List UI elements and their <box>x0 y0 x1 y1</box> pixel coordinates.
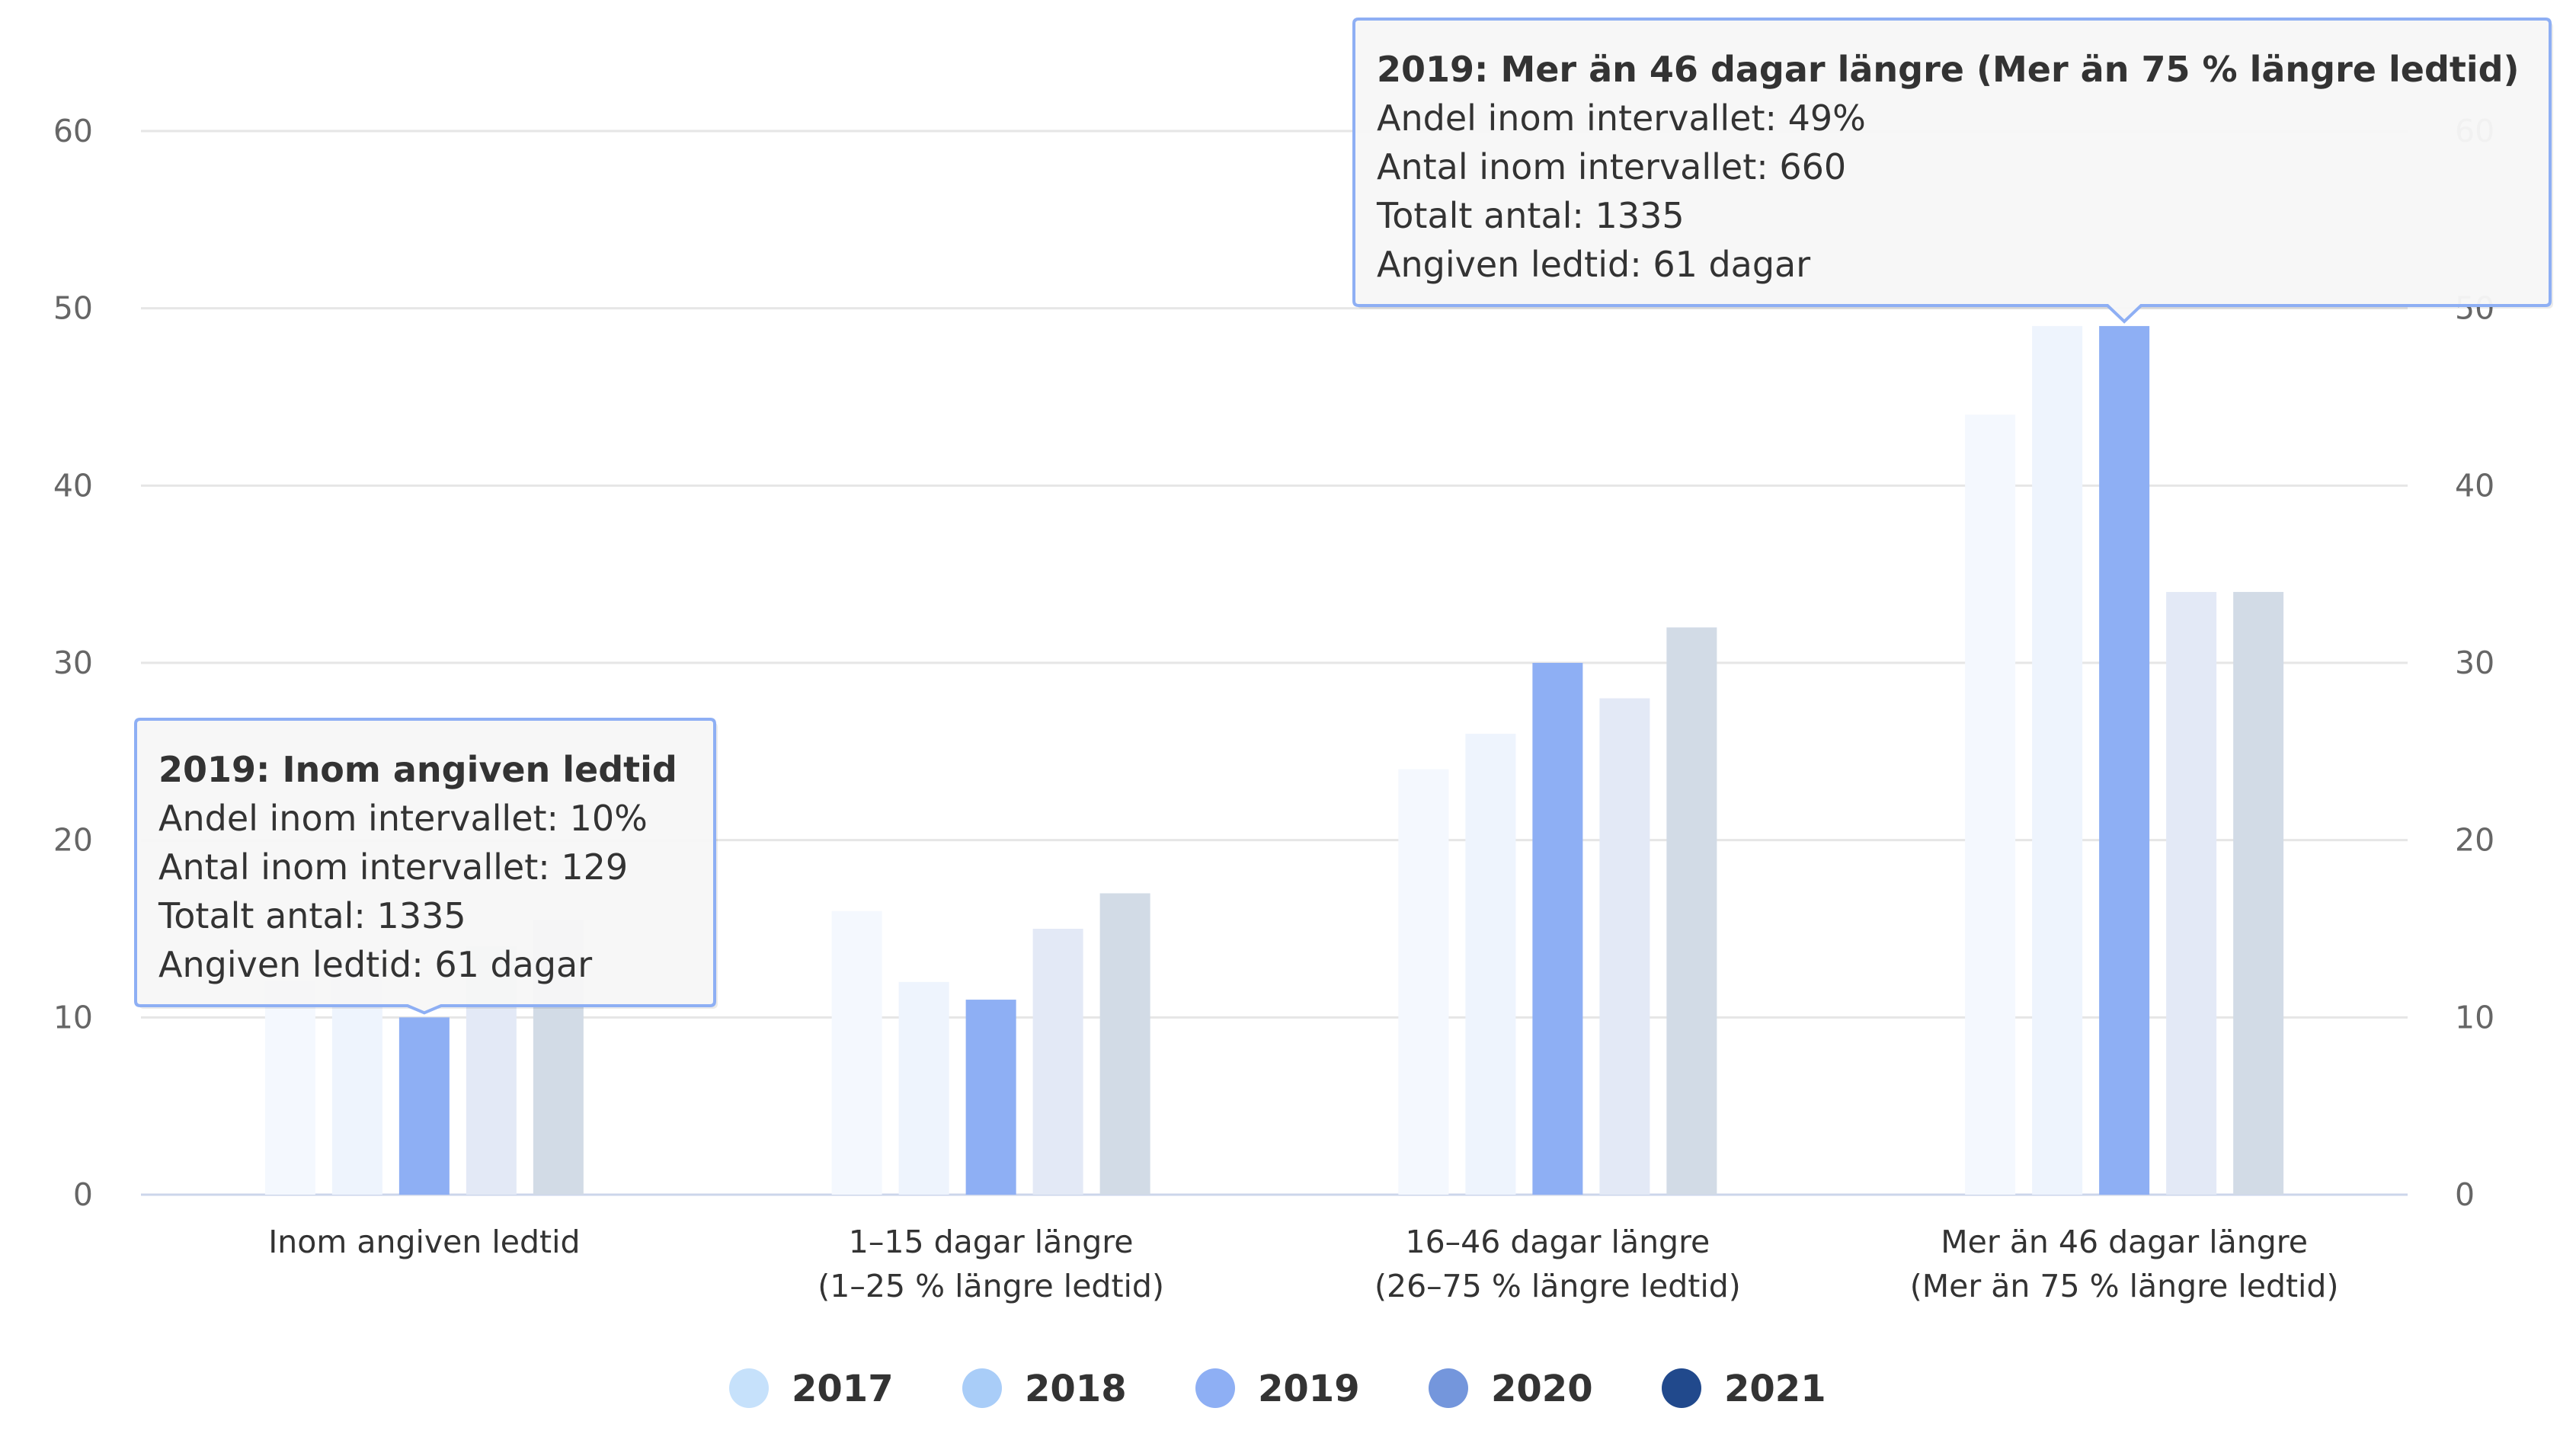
tooltip-box <box>134 718 716 1015</box>
legend-item-2019: 2019 <box>1258 1368 1360 1410</box>
y-tick-label-right: 30 <box>2455 645 2494 681</box>
bar-2018-cat1 <box>898 981 949 1195</box>
bar-2018-cat2 <box>1465 734 1516 1195</box>
legend-marker-2019 <box>1195 1368 1235 1408</box>
bar-2020-cat2 <box>1599 698 1650 1195</box>
tooltip-line: Angiven ledtid: 61 dagar <box>158 944 592 985</box>
tooltip: 2019: Mer än 46 dagar längre (Mer än 75 … <box>1352 18 2553 324</box>
bar-2021-cat3 <box>2233 591 2284 1195</box>
bar-series <box>264 325 2284 1195</box>
bar-2020-cat1 <box>1032 929 1083 1195</box>
y-tick-label-right: 10 <box>2455 999 2494 1035</box>
y-tick-label: 60 <box>53 113 93 149</box>
x-axis: Inom angiven ledtid 1–15 dagar längre (1–2… <box>268 1224 2338 1304</box>
tooltip-line: Antal inom intervallet: 660 <box>1377 146 1846 187</box>
y-tick-label: 20 <box>53 822 93 859</box>
x-tick-label: Inom angiven ledtid <box>268 1224 580 1260</box>
y-tick-label: 0 <box>73 1176 93 1213</box>
legend-item-2017: 2017 <box>792 1368 894 1410</box>
legend-item-2020: 2020 <box>1491 1368 1593 1410</box>
legend-marker-2021 <box>1662 1368 1701 1408</box>
x-tick-label: 1–15 dagar längre <box>849 1224 1134 1260</box>
y-tick-label: 50 <box>53 290 93 327</box>
bar-2019-cat0 <box>398 1017 450 1195</box>
tooltip: 2019: Inom angiven ledtid Andel inom inte… <box>134 718 718 1015</box>
tooltip-line: Angiven ledtid: 61 dagar <box>1377 244 1810 285</box>
y-tick-label-right: 20 <box>2455 822 2494 859</box>
y-tick-label: 40 <box>53 467 93 504</box>
y-tick-label: 10 <box>53 999 93 1035</box>
x-tick-label: (Mer än 75 % längre ledtid) <box>1910 1268 2339 1304</box>
legend-item-2018: 2018 <box>1025 1368 1127 1410</box>
x-tick-label: (26–75 % längre ledtid) <box>1374 1268 1741 1304</box>
y-tick-label-right: 40 <box>2455 467 2494 504</box>
bar-2017-cat1 <box>831 910 882 1195</box>
legend-marker-2020 <box>1429 1368 1468 1408</box>
tooltips: 2019: Inom angiven ledtid Andel inom inte… <box>134 18 2553 1015</box>
bar-2021-cat2 <box>1666 627 1717 1195</box>
y-tick-label-right: 0 <box>2455 1176 2475 1213</box>
x-tick-label: (1–25 % längre ledtid) <box>818 1268 1164 1304</box>
y-axis-left: 0 10 20 30 40 50 60 <box>53 113 93 1213</box>
bar-2018-cat3 <box>2032 325 2083 1195</box>
bar-2020-cat3 <box>2166 591 2217 1195</box>
legend-marker-2018 <box>962 1368 1002 1408</box>
legend: 2017 2018 2019 2020 2021 <box>729 1368 1826 1410</box>
legend-marker-2017 <box>729 1368 769 1408</box>
tooltip-line: Andel inom intervallet: 10% <box>158 798 648 839</box>
bar-2019-cat2 <box>1532 663 1583 1195</box>
tooltip-line: Antal inom intervallet: 129 <box>158 846 628 888</box>
x-tick-label: Mer än 46 dagar längre <box>1941 1224 2308 1260</box>
bar-2017-cat2 <box>1398 769 1449 1195</box>
tooltip-title: 2019: Mer än 46 dagar längre (Mer än 75 … <box>1377 49 2520 90</box>
tooltip-line: Totalt antal: 1335 <box>158 895 466 936</box>
bar-2019-cat1 <box>965 1000 1016 1195</box>
x-tick-label: 16–46 dagar längre <box>1405 1224 1710 1260</box>
tooltip-title: 2019: Inom angiven ledtid <box>158 749 677 790</box>
bar-2021-cat1 <box>1099 893 1150 1195</box>
tooltip-line: Totalt antal: 1335 <box>1376 195 1685 236</box>
bar-2017-cat0 <box>264 981 315 1195</box>
bar-2017-cat3 <box>1965 414 2016 1195</box>
tooltip-line: Andel inom intervallet: 49% <box>1377 98 1866 139</box>
tooltip-box <box>1352 18 2552 324</box>
bar-2019-cat3 <box>2099 325 2150 1195</box>
y-tick-label: 30 <box>53 645 93 681</box>
legend-item-2021: 2021 <box>1724 1368 1826 1410</box>
